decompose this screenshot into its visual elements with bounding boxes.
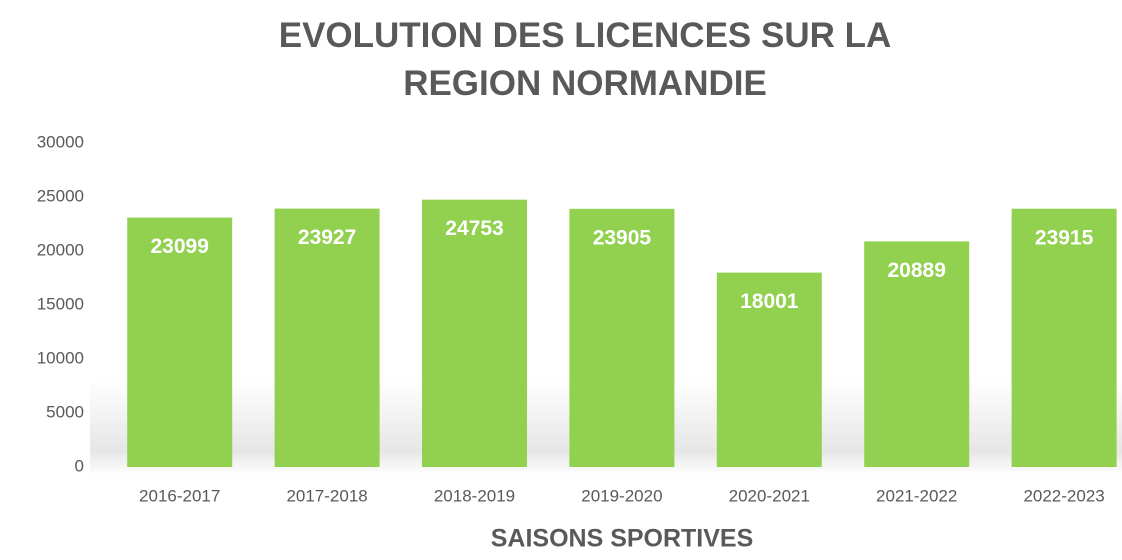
x-tick-label: 2019-2020 <box>581 486 662 505</box>
y-tick-label: 5000 <box>46 402 84 421</box>
data-label: 23099 <box>150 235 208 258</box>
data-label: 23915 <box>1035 226 1094 249</box>
x-tick-label: 2020-2021 <box>729 486 810 505</box>
x-tick-label: 2021-2022 <box>876 486 957 505</box>
x-axis-label: SAISONS SPORTIVES <box>491 525 754 553</box>
bar <box>127 217 233 467</box>
data-label: 18001 <box>740 290 799 313</box>
data-label: 23927 <box>298 226 356 249</box>
chart-title: EVOLUTION DES LICENCES SUR LA REGION NOR… <box>278 16 892 103</box>
bar <box>1011 208 1117 467</box>
y-tick-label: 0 <box>75 456 84 475</box>
bar <box>716 272 822 467</box>
bar <box>569 208 675 468</box>
y-tick-label: 20000 <box>37 240 84 259</box>
x-tick-label: 2017-2018 <box>286 486 367 505</box>
bar <box>422 199 527 467</box>
data-label: 24753 <box>445 217 503 240</box>
y-tick-label: 25000 <box>37 186 84 205</box>
y-tick-label: 10000 <box>37 348 84 367</box>
y-tick-label: 30000 <box>37 132 84 151</box>
y-tick-label: 15000 <box>37 294 84 313</box>
x-tick-label: 2018-2019 <box>434 486 515 505</box>
x-tick-label: 2016-2017 <box>139 486 220 505</box>
bar <box>274 208 380 468</box>
bar <box>864 241 970 467</box>
data-label: 20889 <box>887 259 945 282</box>
data-label: 23905 <box>593 226 652 249</box>
x-tick-label: 2022-2023 <box>1023 486 1104 505</box>
